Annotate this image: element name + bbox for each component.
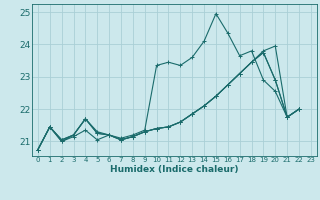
X-axis label: Humidex (Indice chaleur): Humidex (Indice chaleur): [110, 165, 239, 174]
